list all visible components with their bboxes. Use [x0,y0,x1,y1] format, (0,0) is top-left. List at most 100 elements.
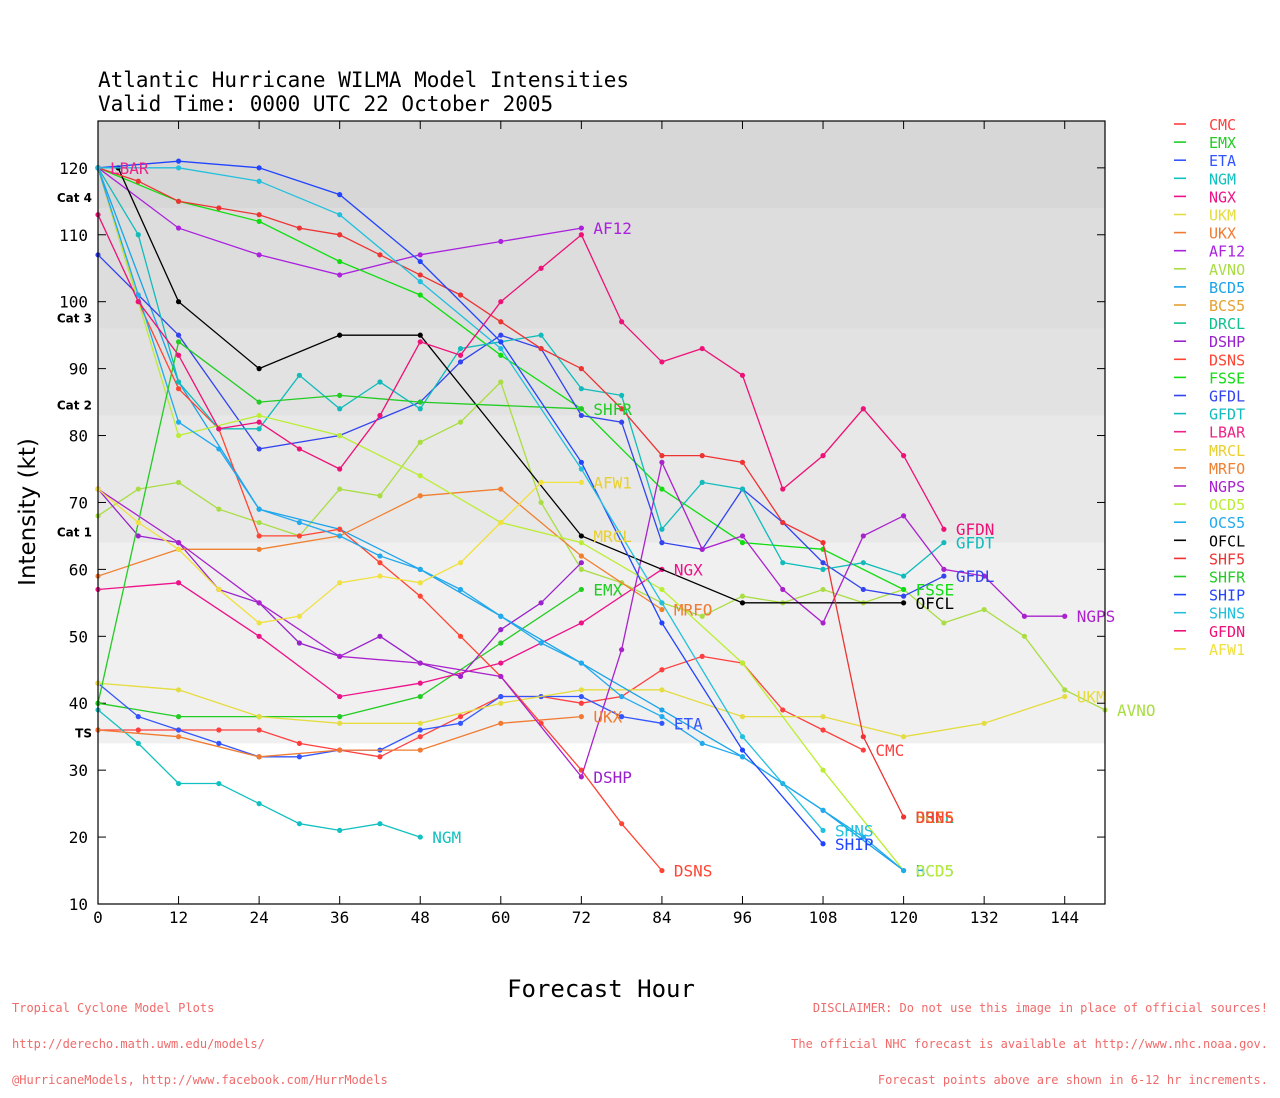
series-end-label: MRFO [674,601,713,620]
data-point [820,560,826,566]
data-point [780,586,786,593]
data-point [538,600,544,606]
legend-entry: OCD5 [1209,496,1245,514]
data-point [175,687,182,693]
legend-entry: SHIP [1209,587,1245,605]
data-point [216,586,222,593]
data-point [256,546,262,552]
legend-entry: CMC [1209,116,1236,134]
legend-entry: FSSE [1209,369,1245,387]
data-point [498,519,504,526]
x-tick-label: 96 [733,908,752,927]
data-point [578,700,584,706]
data-point [981,720,987,726]
data-point [860,406,866,412]
series-line [97,340,582,704]
legend-entry: GFDL [1209,388,1245,406]
y-tick-label: 80 [69,427,88,446]
x-tick-label: 120 [889,908,918,927]
data-point [498,319,504,325]
series-gfdn [95,212,947,532]
data-point [578,533,584,539]
data-point [337,693,343,700]
legend-entry: UKM [1209,207,1236,225]
data-point [417,734,423,740]
data-point [337,332,343,338]
legend-entry: MRFO [1209,460,1245,478]
y-tick-label: 110 [59,226,88,245]
data-point [457,586,464,593]
data-point [619,714,625,720]
data-point [578,479,584,485]
x-tick-label: 144 [1050,908,1079,927]
data-point [860,747,866,753]
data-point [739,747,746,753]
data-point [739,486,746,492]
legend-entry: ETA [1209,152,1236,170]
data-point [256,366,262,372]
data-point [578,620,584,626]
data-point [498,352,504,358]
data-point [337,526,343,532]
data-point [256,178,262,184]
category-label: Cat 2 [57,398,92,412]
data-point [901,867,907,874]
legend-entry: GFDN [1209,623,1245,641]
data-point [135,299,141,305]
chart-subtitle: Valid Time: 0000 UTC 22 October 2005 [98,92,553,116]
legend-entry: DSNS [1209,351,1245,369]
data-point [498,660,504,666]
series-end-label: UKX [593,708,622,727]
data-point [739,372,746,378]
data-point [538,499,544,506]
data-point [739,540,746,546]
footer-disclaimer-line: Forecast points above are shown in 6-12 … [877,1073,1268,1087]
data-point [578,459,584,465]
data-point [175,546,182,552]
data-point [901,734,907,740]
data-point [901,814,907,820]
data-point [578,714,584,720]
category-label: Cat 4 [57,191,92,205]
data-point [377,560,383,566]
data-point [337,212,343,218]
data-point [175,432,182,439]
series-end-label: SHFR [593,400,632,419]
series-end-label: ETA [674,714,703,733]
series-ngx [95,566,665,700]
data-point [216,426,222,432]
data-point [578,560,584,566]
data-point [377,252,383,258]
series-end-label: OFCL [916,594,955,613]
data-point [739,714,746,720]
data-point [457,359,464,365]
data-point [296,613,302,619]
data-point [901,453,907,459]
data-point [337,432,343,439]
data-point [538,345,544,352]
data-point [578,660,584,666]
footer-disclaimer-line: The official NHC forecast is available a… [791,1037,1268,1051]
data-point [780,519,786,526]
data-point [457,292,464,298]
data-point [659,707,665,713]
y-axis-label: Intensity (kt) [15,438,41,586]
series-end-label: NGX [674,560,703,579]
data-point [135,292,141,298]
data-point [337,392,343,398]
data-point [417,693,423,700]
footer-credit-line: @HurricaneModels, http://www.facebook.co… [12,1073,388,1087]
data-point [981,606,987,613]
series-shf5 [95,165,907,820]
data-point [659,720,665,726]
data-point [417,580,423,586]
data-point [256,506,262,512]
data-point [175,198,182,204]
data-point [820,453,826,459]
data-point [175,580,182,586]
data-point [175,339,182,345]
data-point [457,673,464,680]
series-gfdt [95,165,947,579]
data-point [820,727,826,733]
series-end-labels: LBAR AF12 SHFR AFW1 MRCL EMX NGX MRFO UKX ETA DSHP… [110,159,1156,881]
